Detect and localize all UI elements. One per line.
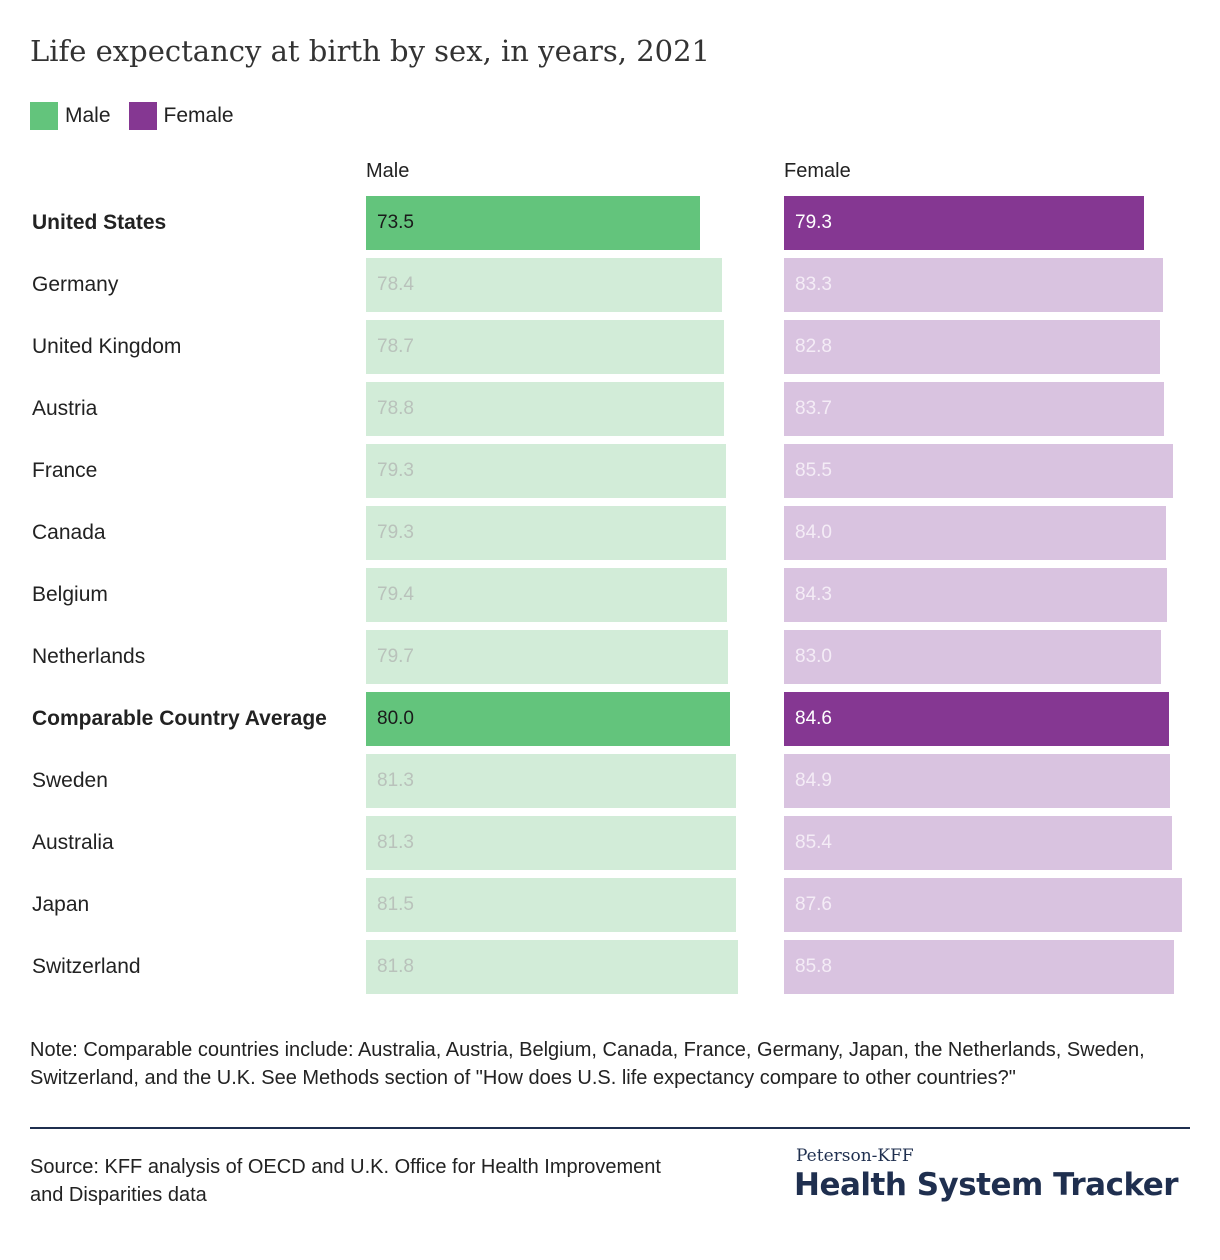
male-bar-united-states <box>366 196 700 250</box>
male-bar-united-kingdom <box>366 320 724 374</box>
female-value-label-australia: 85.4 <box>795 832 832 853</box>
row-label-united-kingdom: United Kingdom <box>32 335 182 358</box>
male-bar-comparable-country-average <box>366 692 730 746</box>
female-value-label-belgium: 84.3 <box>795 584 832 605</box>
row-label-netherlands: Netherlands <box>32 645 146 668</box>
legend-swatch-male <box>30 102 58 130</box>
female-bar-belgium <box>784 568 1167 622</box>
male-bar-canada <box>366 506 726 560</box>
male-bar-france <box>366 444 726 498</box>
female-value-label-comparable-country-average: 84.6 <box>795 708 832 729</box>
row-label-belgium: Belgium <box>32 583 108 606</box>
male-value-label-austria: 78.8 <box>377 398 414 419</box>
female-value-label-switzerland: 85.8 <box>795 956 832 977</box>
legend-item-female: Female <box>128 102 234 130</box>
row-label-france: France <box>32 459 98 482</box>
male-value-label-sweden: 81.3 <box>377 770 414 791</box>
male-bar-japan <box>366 878 736 932</box>
row-label-comparable-country-average: Comparable Country Average <box>32 707 327 730</box>
female-bar-germany <box>784 258 1163 312</box>
legend: Male Female <box>30 102 252 130</box>
female-bar-australia <box>784 816 1172 870</box>
male-value-label-netherlands: 79.7 <box>377 646 414 667</box>
legend-label-female: Female <box>163 104 234 127</box>
female-column-header: Female <box>784 160 851 182</box>
brand-logo-top: Peterson-KFF <box>796 1146 914 1166</box>
male-value-label-germany: 78.4 <box>377 274 414 295</box>
male-bar-germany <box>366 258 722 312</box>
female-value-label-united-kingdom: 82.8 <box>795 336 832 357</box>
female-bar-sweden <box>784 754 1170 808</box>
male-value-label-switzerland: 81.8 <box>377 956 414 977</box>
female-value-label-canada: 84.0 <box>795 522 832 543</box>
male-bar-austria <box>366 382 724 436</box>
legend-item-male: Male <box>30 102 111 130</box>
male-bar-netherlands <box>366 630 728 684</box>
female-value-label-netherlands: 83.0 <box>795 646 832 667</box>
male-value-label-canada: 79.3 <box>377 522 414 543</box>
row-label-canada: Canada <box>32 521 106 544</box>
male-value-label-japan: 81.5 <box>377 894 414 915</box>
chart-rows: United States 73.5 79.3 Germany 78.4 83.3 Unit… <box>32 196 1182 994</box>
female-value-label-france: 85.5 <box>795 460 832 481</box>
male-value-label-united-kingdom: 78.7 <box>377 336 414 357</box>
male-bar-switzerland <box>366 940 738 994</box>
female-bar-canada <box>784 506 1166 560</box>
row-label-japan: Japan <box>32 893 90 916</box>
male-value-label-belgium: 79.4 <box>377 584 414 605</box>
male-value-label-comparable-country-average: 80.0 <box>377 708 414 729</box>
row-label-germany: Germany <box>32 273 119 296</box>
legend-swatch-female <box>128 102 157 130</box>
brand-logo-main: Health System Tracker <box>794 1167 1179 1203</box>
legend-label-male: Male <box>65 104 111 127</box>
female-bar-comparable-country-average <box>784 692 1169 746</box>
row-label-switzerland: Switzerland <box>32 955 141 978</box>
chart-title: Life expectancy at birth by sex, in year… <box>30 34 710 68</box>
female-value-label-germany: 83.3 <box>795 274 832 295</box>
male-value-label-united-states: 73.5 <box>377 212 414 233</box>
female-bar-united-kingdom <box>784 320 1160 374</box>
female-bar-austria <box>784 382 1164 436</box>
female-bar-france <box>784 444 1173 498</box>
male-bar-belgium <box>366 568 727 622</box>
chart-source: Source: KFF analysis of OECD and U.K. Of… <box>30 1156 661 1206</box>
female-value-label-united-states: 79.3 <box>795 212 832 233</box>
chart-note: Note: Comparable countries include: Aust… <box>30 1039 1145 1089</box>
row-label-australia: Australia <box>32 831 114 854</box>
female-value-label-sweden: 84.9 <box>795 770 832 791</box>
female-value-label-japan: 87.6 <box>795 894 832 915</box>
female-bar-united-states <box>784 196 1144 250</box>
female-value-label-austria: 83.7 <box>795 398 832 419</box>
male-bar-australia <box>366 816 736 870</box>
male-value-label-france: 79.3 <box>377 460 414 481</box>
footer-divider <box>30 1127 1190 1129</box>
female-bar-netherlands <box>784 630 1161 684</box>
female-bar-switzerland <box>784 940 1174 994</box>
male-bar-sweden <box>366 754 736 808</box>
female-bar-japan <box>784 878 1182 932</box>
row-label-sweden: Sweden <box>32 769 108 792</box>
row-label-united-states: United States <box>32 211 167 234</box>
male-value-label-australia: 81.3 <box>377 832 414 853</box>
male-column-header: Male <box>366 160 410 182</box>
row-label-austria: Austria <box>32 397 98 420</box>
